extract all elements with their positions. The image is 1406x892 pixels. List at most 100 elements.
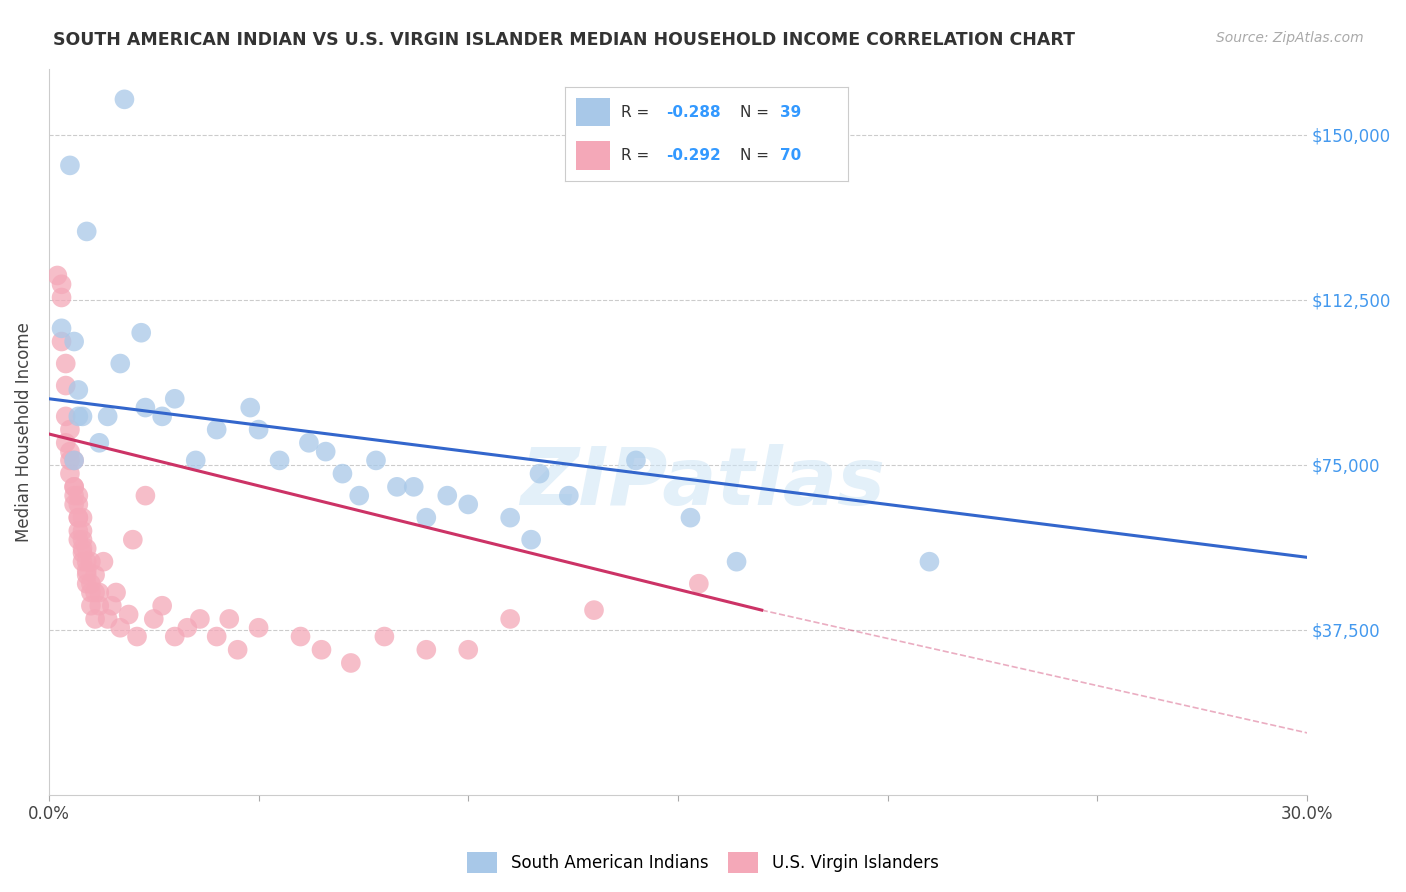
- Point: [918, 555, 941, 569]
- Point: [55, 435, 77, 450]
- Point: [67, 524, 90, 538]
- Point: [457, 642, 479, 657]
- Point: [89, 585, 111, 599]
- Point: [290, 630, 312, 644]
- Point: [725, 555, 748, 569]
- Point: [76, 576, 98, 591]
- Point: [150, 409, 173, 424]
- Point: [67, 489, 90, 503]
- Point: [239, 401, 262, 415]
- Point: [59, 453, 82, 467]
- Point: [67, 409, 90, 424]
- Point: [373, 630, 395, 644]
- Point: [402, 480, 425, 494]
- Point: [72, 533, 94, 547]
- Point: [315, 444, 337, 458]
- Point: [311, 642, 333, 657]
- Point: [364, 453, 387, 467]
- Point: [80, 599, 103, 613]
- Point: [105, 585, 128, 599]
- Point: [84, 612, 107, 626]
- Point: [688, 576, 710, 591]
- Point: [67, 498, 90, 512]
- Point: [114, 92, 136, 106]
- Point: [97, 409, 120, 424]
- Point: [59, 423, 82, 437]
- Point: [347, 489, 370, 503]
- Point: [51, 334, 73, 349]
- Point: [184, 453, 207, 467]
- Text: ZIPatlas: ZIPatlas: [520, 443, 886, 522]
- Point: [51, 291, 73, 305]
- Point: [55, 357, 77, 371]
- Point: [59, 158, 82, 172]
- Point: [72, 409, 94, 424]
- Point: [80, 555, 103, 569]
- Point: [63, 480, 86, 494]
- Point: [67, 533, 90, 547]
- Text: Source: ZipAtlas.com: Source: ZipAtlas.com: [1216, 31, 1364, 45]
- Point: [142, 612, 165, 626]
- Point: [110, 621, 132, 635]
- Point: [84, 568, 107, 582]
- Point: [499, 510, 522, 524]
- Point: [150, 599, 173, 613]
- Point: [63, 480, 86, 494]
- Point: [93, 555, 115, 569]
- Point: [46, 268, 69, 283]
- Point: [67, 510, 90, 524]
- Point: [332, 467, 354, 481]
- Point: [188, 612, 211, 626]
- Point: [415, 510, 437, 524]
- Legend: South American Indians, U.S. Virgin Islanders: South American Indians, U.S. Virgin Isla…: [461, 846, 945, 880]
- Point: [205, 423, 228, 437]
- Point: [520, 533, 543, 547]
- Point: [80, 585, 103, 599]
- Point: [63, 453, 86, 467]
- Point: [63, 453, 86, 467]
- Text: SOUTH AMERICAN INDIAN VS U.S. VIRGIN ISLANDER MEDIAN HOUSEHOLD INCOME CORRELATIO: SOUTH AMERICAN INDIAN VS U.S. VIRGIN ISL…: [53, 31, 1076, 49]
- Point: [63, 489, 86, 503]
- Point: [298, 435, 321, 450]
- Point: [72, 510, 94, 524]
- Point: [582, 603, 605, 617]
- Point: [436, 489, 458, 503]
- Point: [76, 564, 98, 578]
- Point: [415, 642, 437, 657]
- Point: [269, 453, 291, 467]
- Point: [63, 498, 86, 512]
- Point: [205, 630, 228, 644]
- Point: [163, 630, 186, 644]
- Point: [176, 621, 198, 635]
- Point: [55, 409, 77, 424]
- Point: [247, 621, 270, 635]
- Point: [76, 555, 98, 569]
- Point: [218, 612, 240, 626]
- Point: [340, 656, 363, 670]
- Point: [84, 585, 107, 599]
- Point: [67, 383, 90, 397]
- Point: [55, 378, 77, 392]
- Point: [101, 599, 124, 613]
- Point: [457, 498, 479, 512]
- Point: [89, 435, 111, 450]
- Point: [51, 277, 73, 292]
- Point: [72, 524, 94, 538]
- Point: [117, 607, 139, 622]
- Point: [51, 321, 73, 335]
- Point: [121, 533, 143, 547]
- Point: [72, 546, 94, 560]
- Point: [226, 642, 249, 657]
- Point: [80, 576, 103, 591]
- Point: [529, 467, 551, 481]
- Point: [134, 489, 156, 503]
- Point: [385, 480, 408, 494]
- Point: [499, 612, 522, 626]
- Point: [72, 555, 94, 569]
- Point: [76, 541, 98, 556]
- Point: [134, 401, 156, 415]
- Point: [163, 392, 186, 406]
- Point: [67, 510, 90, 524]
- Point: [129, 326, 152, 340]
- Point: [59, 467, 82, 481]
